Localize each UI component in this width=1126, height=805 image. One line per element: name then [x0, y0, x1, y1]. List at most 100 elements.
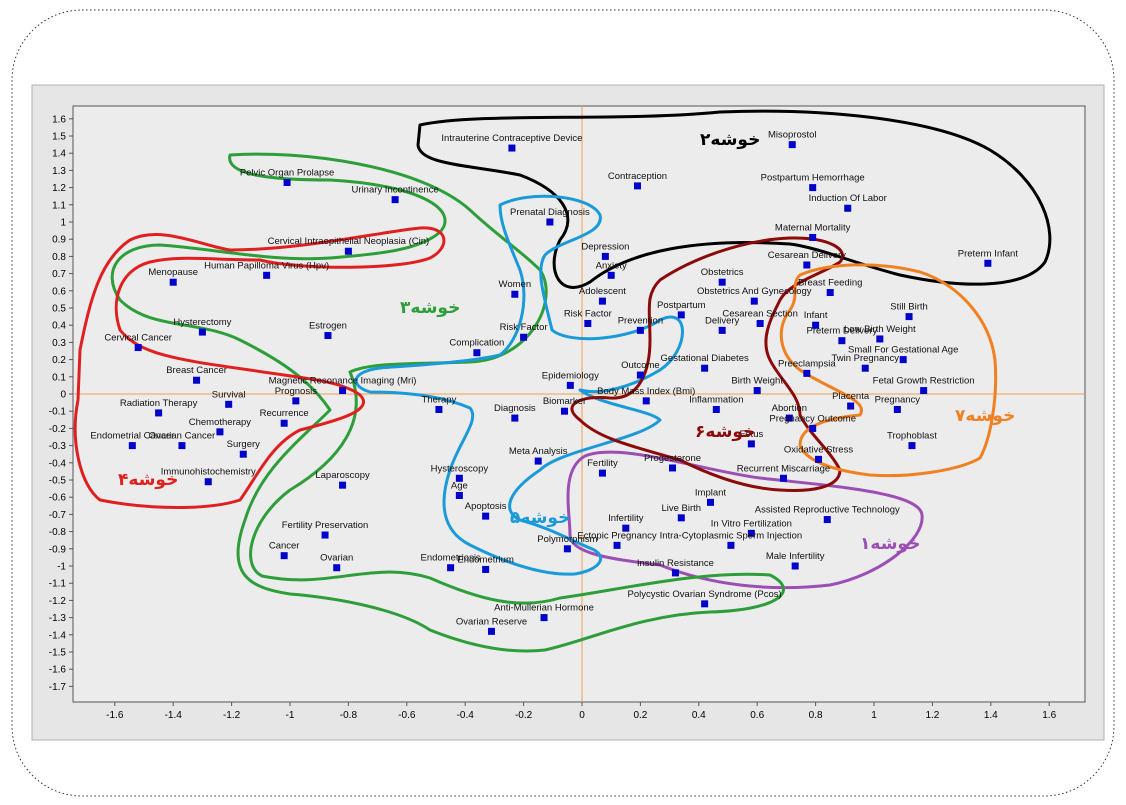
y-tick-label: -1.3 [49, 613, 67, 624]
data-point-label: Low Birth Weight [844, 324, 916, 335]
x-tick-label: -1 [286, 710, 295, 721]
data-point-label: Immunohistochemistry [161, 467, 256, 478]
data-point-marker [128, 442, 136, 450]
data-point-marker [482, 565, 490, 573]
x-tick-label: 0.2 [633, 710, 647, 721]
data-point-label: Prevention [618, 315, 663, 326]
data-point-label: Adolescent [579, 286, 626, 297]
data-point-marker [642, 397, 650, 405]
data-point-label: Placenta [832, 391, 870, 402]
y-tick-label: 1.6 [52, 114, 66, 125]
x-tick-label: -0.6 [398, 710, 416, 721]
data-point-marker [613, 541, 621, 549]
y-tick-label: 0.4 [52, 321, 66, 332]
data-point-marker [747, 440, 755, 448]
data-point-marker [893, 405, 901, 413]
data-point-marker [321, 531, 329, 539]
data-point-marker [520, 333, 528, 341]
cluster-outline-1 [566, 450, 924, 590]
x-tick-label: 1.4 [984, 710, 998, 721]
x-tick-label: 1 [871, 710, 877, 721]
data-point-marker [193, 376, 201, 384]
data-point-marker [601, 252, 609, 260]
data-point-label: Endometrium [457, 554, 514, 565]
data-point-marker [508, 144, 516, 152]
data-point-label: Polymorphism [537, 534, 597, 545]
data-point-label: Preterm Delivery [807, 326, 878, 337]
data-point-label: Postpartum [657, 300, 706, 311]
y-tick-label: 0.7 [52, 269, 66, 280]
data-point-marker [636, 371, 644, 379]
data-point-marker [779, 474, 787, 482]
cluster-outline-3 [110, 152, 785, 653]
y-tick-label: 0 [60, 390, 66, 401]
data-point-marker [750, 297, 758, 305]
data-point-marker [636, 326, 644, 334]
data-point-marker [292, 397, 300, 405]
x-tick-label: -1.2 [223, 710, 241, 721]
y-tick-label: 1.2 [52, 183, 66, 194]
x-tick-label: -0.8 [340, 710, 358, 721]
data-point-label: Live Birth [661, 503, 701, 514]
y-tick-label: 0.9 [52, 235, 66, 246]
data-point-label: Infertility [608, 513, 644, 524]
data-point-marker [718, 326, 726, 334]
data-point-label: Intra-Cytoplasmic Sperm Injection [660, 530, 803, 541]
data-point-label: Hysterectomy [173, 317, 231, 328]
y-tick-label: -1.4 [49, 630, 67, 641]
cluster-outline-2 [416, 109, 1052, 289]
data-point-marker [706, 498, 714, 506]
data-point-marker [563, 545, 571, 553]
data-point-marker [283, 178, 291, 186]
data-point-label: Diagnosis [494, 403, 536, 414]
data-point-label: Gestational Diabetes [661, 353, 749, 364]
x-tick-label: 1.2 [925, 710, 939, 721]
cluster-outline-5 [354, 194, 684, 576]
data-point-label: Twin Pregnancy [831, 353, 899, 364]
cluster-labels: خوشه۱ خوشه۲ خوشه۳ خوشه۴ خوشه۵ خوشه۶ خوشه۷ [118, 130, 1015, 554]
data-point-marker [534, 457, 542, 465]
data-point-marker [560, 407, 568, 415]
data-point-label: Oxidative Stress [784, 444, 853, 455]
data-point-label: Progesterone [644, 453, 701, 464]
y-tick-label: -0.1 [49, 407, 67, 418]
data-point-label: Misoprostol [768, 130, 817, 141]
data-point-label: Cesarean Section [722, 308, 798, 319]
cluster-label-3: خوشه۳ [400, 298, 460, 318]
y-tick-label: -1.5 [49, 648, 67, 659]
data-point-marker [622, 524, 630, 532]
data-point-label: Fetus [739, 429, 763, 440]
data-point-label: Magnetic Resonance Imaging (Mri) [269, 376, 417, 387]
y-tick-label: 1.5 [52, 132, 66, 143]
data-point-label: Recurrence [260, 408, 309, 419]
y-tick-label: -0.9 [49, 544, 67, 555]
data-point-label: Endometriosis [420, 553, 480, 564]
data-point-label: Apoptosis [465, 501, 507, 512]
data-point-marker [455, 474, 463, 482]
data-point-marker [511, 414, 519, 422]
data-point-label: Delivery [705, 315, 740, 326]
data-point-label: Pelvic Organ Prolapse [240, 167, 335, 178]
cluster-label-7: خوشه۷ [955, 406, 1015, 426]
data-points: Intrauterine Contraceptive Device Misopro… [90, 130, 1018, 635]
y-tick-label: -0.7 [49, 510, 67, 521]
data-point-label: Fertility Preservation [282, 520, 369, 531]
data-point-marker [838, 337, 846, 345]
data-point-marker [788, 141, 796, 149]
data-point-marker [473, 349, 481, 357]
y-tick-label: 0.2 [52, 355, 66, 366]
data-point-label: Cesarean Delivery [768, 250, 846, 261]
data-point-label: Outcome [621, 360, 660, 371]
data-point-marker [482, 512, 490, 520]
data-point-label: Cervical Intraepithelial Neoplasia (Cin) [268, 236, 430, 247]
data-point-marker [447, 564, 455, 572]
data-point-label: Male Infertility [766, 551, 825, 562]
data-point-marker [861, 364, 869, 372]
y-tick-label: -0.5 [49, 476, 67, 487]
y-tick-label: 1.4 [52, 149, 66, 160]
data-point-label: Meta Analysis [509, 446, 568, 457]
data-point-label: Cervical Cancer [104, 333, 172, 344]
data-point-marker [633, 182, 641, 190]
data-point-label: Prenatal Diagnosis [510, 207, 590, 218]
